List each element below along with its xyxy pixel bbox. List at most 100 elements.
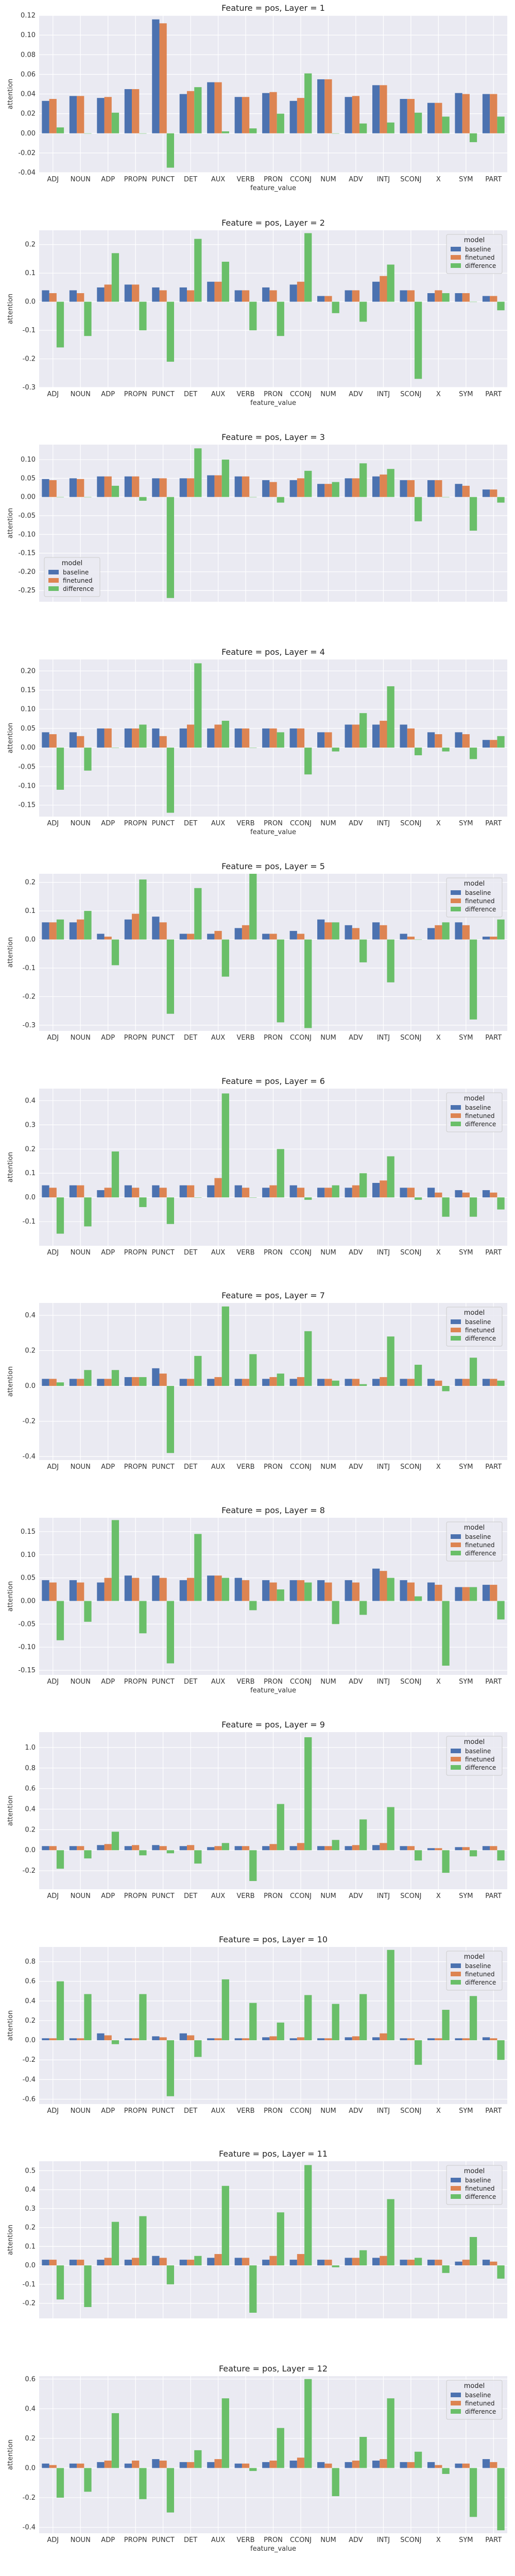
bar-finetuned-cconj: [297, 728, 305, 748]
legend-swatch-baseline: [451, 1749, 461, 1753]
bar-finetuned-intj: [380, 2256, 387, 2266]
bar-finetuned-sconj: [407, 480, 415, 497]
bar-finetuned-punct: [159, 736, 167, 748]
x-tick-label: PROPN: [124, 2107, 147, 2115]
legend-label-finetuned: finetuned: [465, 897, 494, 905]
bar-finetuned-sconj: [407, 1187, 415, 1197]
x-tick-label: SCONJ: [400, 820, 421, 827]
bar-difference-num: [332, 1380, 339, 1386]
bar-baseline-adv: [345, 478, 352, 497]
bar-difference-propn: [139, 301, 147, 330]
x-tick-label: ADJ: [47, 1892, 59, 1900]
y-tick-label: 0.0: [25, 1846, 36, 1854]
y-tick-label: -0.15: [18, 550, 36, 557]
x-tick-label: INTJ: [377, 820, 390, 827]
x-tick-label: SYM: [459, 176, 473, 183]
bar-difference-intj: [387, 1336, 394, 1386]
bar-baseline-part: [482, 2459, 490, 2468]
bar-difference-intj: [387, 686, 394, 748]
bar-difference-num: [332, 2004, 339, 2040]
bar-baseline-adv: [345, 925, 352, 940]
chart-layer-9: Feature = pos, Layer = 9 -0.2 0.0 0.2 0.4 0.6…: [7, 1720, 507, 1900]
x-tick-label: AUX: [211, 1034, 225, 1042]
x-axis-label: feature_value: [250, 1687, 296, 1694]
bar-finetuned-aux: [214, 475, 222, 497]
bar-baseline-propn: [124, 476, 132, 497]
x-tick-label: NUM: [320, 1892, 336, 1900]
y-tick-label: 0.2: [25, 879, 36, 887]
bar-difference-verb: [249, 1850, 257, 1882]
bar-difference-intj: [387, 2398, 394, 2468]
bar-baseline-sym: [455, 1190, 462, 1197]
bar-finetuned-aux: [214, 1846, 222, 1851]
y-tick-label: 0.2: [25, 2434, 36, 2442]
x-tick-label: SCONJ: [400, 2536, 421, 2544]
bar-baseline-intj: [372, 1568, 380, 1601]
y-tick-label: 0.4: [25, 1097, 36, 1105]
bar-difference-adj: [56, 1197, 64, 1234]
x-tick-label: VERB: [236, 391, 254, 398]
legend-swatch-baseline: [451, 1534, 461, 1539]
y-tick-label: 0.10: [21, 705, 36, 713]
bar-difference-adp: [111, 2040, 119, 2044]
bar-baseline-verb: [234, 2038, 242, 2040]
y-tick-label: 0.05: [21, 724, 36, 732]
bar-baseline-part: [482, 94, 490, 133]
bar-difference-x: [442, 747, 450, 752]
bar-baseline-adv: [345, 724, 352, 748]
bar-baseline-x: [427, 928, 435, 940]
bar-baseline-pron: [262, 934, 270, 940]
bar-finetuned-adj: [49, 293, 57, 302]
bar-baseline-adj: [42, 922, 49, 940]
y-tick-label: 0.6: [25, 1977, 36, 1985]
bar-finetuned-det: [186, 2260, 195, 2266]
bar-finetuned-punct: [159, 2258, 167, 2266]
bar-finetuned-punct: [159, 1374, 167, 1386]
bar-finetuned-noun: [77, 1582, 84, 1601]
x-tick-label: ADJ: [47, 820, 59, 827]
bar-finetuned-num: [324, 1379, 332, 1386]
x-tick-label: DET: [184, 1463, 197, 1471]
legend-label-finetuned: finetuned: [465, 1541, 494, 1549]
y-tick-label: 0.00: [21, 130, 36, 138]
x-tick-label: SCONJ: [400, 1034, 421, 1042]
bar-finetuned-punct: [159, 1846, 167, 1851]
bar-difference-num: [332, 2265, 339, 2267]
bar-baseline-sconj: [400, 1379, 407, 1386]
y-tick-label: -0.15: [18, 1667, 36, 1674]
bar-baseline-propn: [124, 2260, 132, 2266]
legend-label-baseline: baseline: [465, 2177, 491, 2184]
legend-swatch-finetuned: [451, 1971, 461, 1976]
x-tick-label: NOUN: [71, 1034, 91, 1042]
bar-difference-adj: [56, 1850, 64, 1869]
y-tick-label: -0.2: [23, 2056, 36, 2064]
bar-baseline-adj: [42, 479, 49, 497]
chart-layer-5: Feature = pos, Layer = 5 -0.3 -0.2 -0.1 0.0 0…: [7, 861, 507, 1042]
bar-difference-adp: [111, 485, 119, 497]
bar-baseline-sym: [455, 293, 462, 302]
bar-baseline-cconj: [289, 1580, 297, 1601]
bar-finetuned-propn: [132, 1187, 140, 1197]
bar-difference-aux: [221, 1093, 229, 1197]
bar-baseline-sym: [455, 732, 462, 748]
y-tick-label: 0.3: [25, 2205, 36, 2213]
bar-finetuned-intj: [380, 1180, 387, 1197]
bar-baseline-noun: [69, 2260, 77, 2266]
bar-baseline-intj: [372, 2258, 380, 2266]
bar-baseline-adp: [97, 2462, 105, 2468]
bar-baseline-x: [427, 2260, 435, 2266]
legend-swatch-difference: [451, 2409, 461, 2414]
bar-baseline-intj: [372, 281, 380, 302]
bar-finetuned-adj: [49, 1187, 57, 1197]
bar-baseline-num: [317, 2038, 325, 2040]
x-tick-label: PART: [485, 1678, 502, 1686]
bar-difference-adv: [359, 301, 367, 321]
legend-title: model: [464, 2382, 485, 2390]
bar-baseline-noun: [69, 96, 77, 133]
bar-baseline-det: [179, 1185, 187, 1197]
bar-baseline-x: [427, 2038, 435, 2040]
bar-baseline-num: [317, 2260, 325, 2266]
bar-difference-adp: [111, 939, 119, 965]
x-tick-label: CCONJ: [290, 2107, 312, 2115]
